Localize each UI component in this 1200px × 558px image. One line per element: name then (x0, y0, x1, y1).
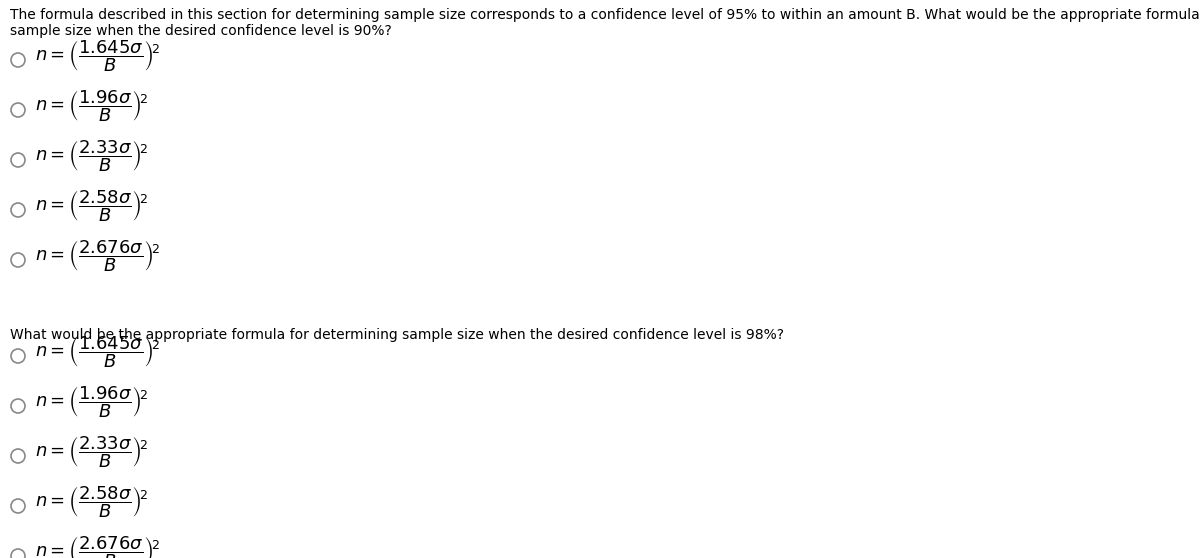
Text: $n = \left(\dfrac{1.96\sigma}{B}\right)^{\!2}$: $n = \left(\dfrac{1.96\sigma}{B}\right)^… (35, 88, 149, 124)
Text: $n = \left(\dfrac{1.645\sigma}{B}\right)^{\!2}$: $n = \left(\dfrac{1.645\sigma}{B}\right)… (35, 334, 160, 370)
Text: $n = \left(\dfrac{2.676\sigma}{B}\right)^{\!2}$: $n = \left(\dfrac{2.676\sigma}{B}\right)… (35, 534, 160, 558)
Text: $n = \left(\dfrac{2.58\sigma}{B}\right)^{\!2}$: $n = \left(\dfrac{2.58\sigma}{B}\right)^… (35, 484, 149, 520)
Text: sample size when the desired confidence level is 90%?: sample size when the desired confidence … (10, 24, 391, 38)
Text: $n = \left(\dfrac{2.676\sigma}{B}\right)^{\!2}$: $n = \left(\dfrac{2.676\sigma}{B}\right)… (35, 238, 160, 274)
Text: $n = \left(\dfrac{2.33\sigma}{B}\right)^{\!2}$: $n = \left(\dfrac{2.33\sigma}{B}\right)^… (35, 138, 149, 174)
Text: $n = \left(\dfrac{2.58\sigma}{B}\right)^{\!2}$: $n = \left(\dfrac{2.58\sigma}{B}\right)^… (35, 188, 149, 224)
Text: The formula described in this section for determining sample size corresponds to: The formula described in this section fo… (10, 8, 1200, 22)
Text: $n = \left(\dfrac{1.645\sigma}{B}\right)^{\!2}$: $n = \left(\dfrac{1.645\sigma}{B}\right)… (35, 38, 160, 74)
Text: $n = \left(\dfrac{2.33\sigma}{B}\right)^{\!2}$: $n = \left(\dfrac{2.33\sigma}{B}\right)^… (35, 434, 149, 470)
Text: $n = \left(\dfrac{1.96\sigma}{B}\right)^{\!2}$: $n = \left(\dfrac{1.96\sigma}{B}\right)^… (35, 384, 149, 420)
Text: What would be the appropriate formula for determining sample size when the desir: What would be the appropriate formula fo… (10, 328, 784, 342)
